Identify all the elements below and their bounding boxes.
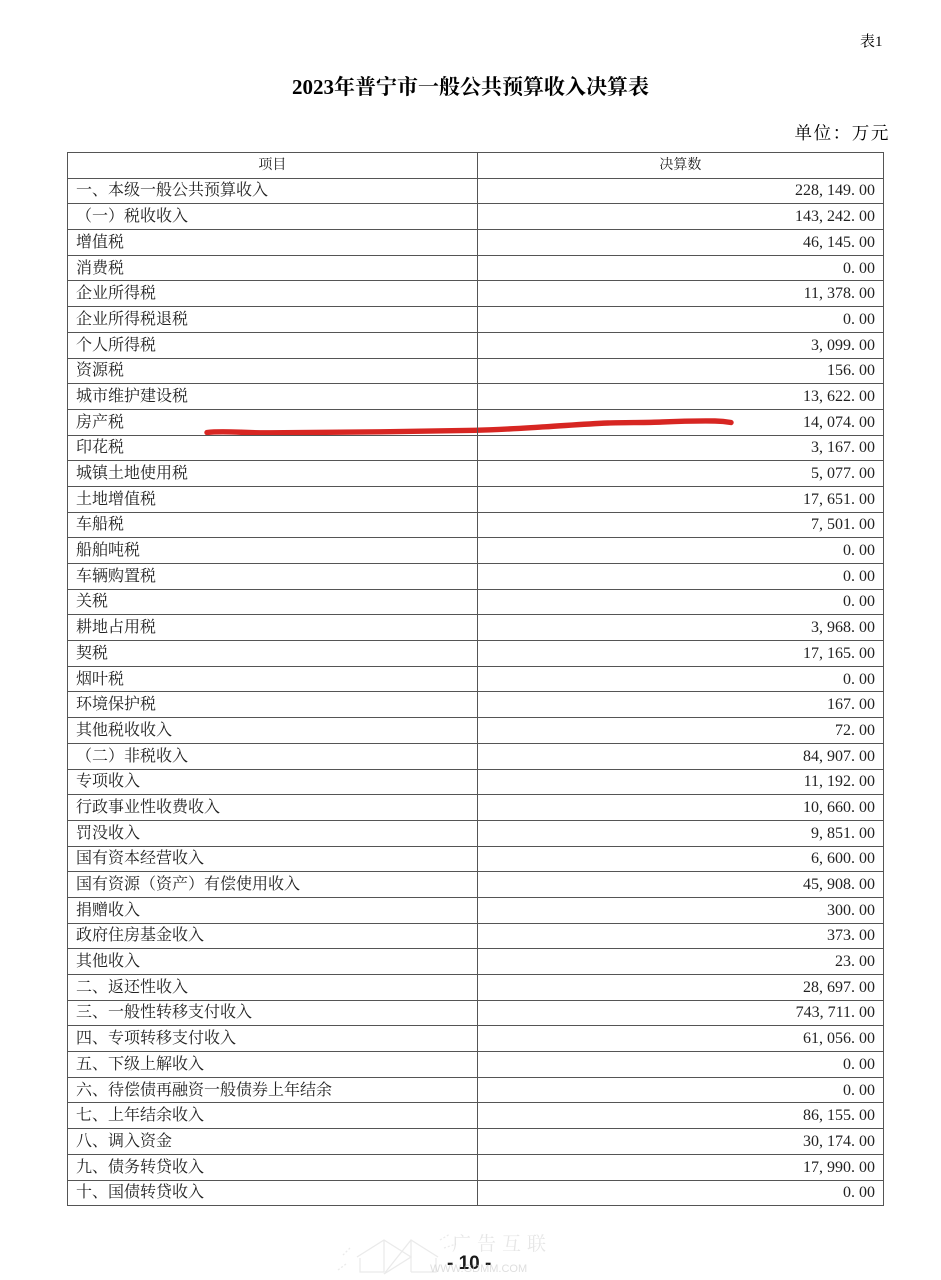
svg-text:广告互联: 广告互联	[452, 1229, 552, 1256]
svg-text:WWW.GDMM.COM: WWW.GDMM.COM	[430, 1263, 527, 1275]
